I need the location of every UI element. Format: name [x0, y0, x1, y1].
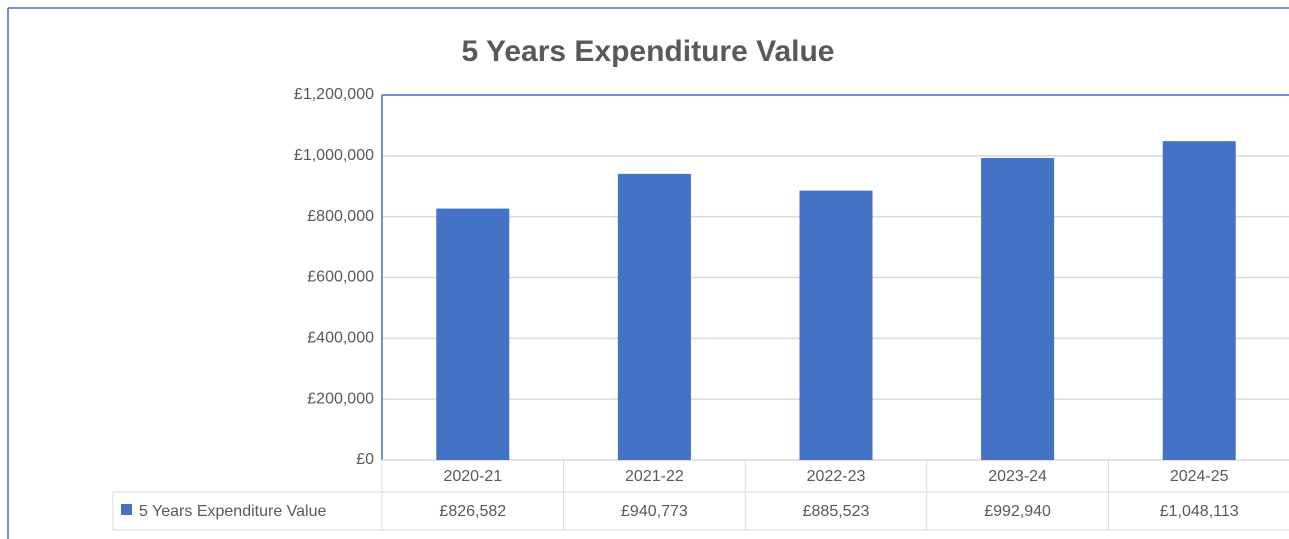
x-tick-label: 2024-25 — [1170, 468, 1229, 485]
bar — [436, 208, 510, 460]
x-tick-label: 2023-24 — [988, 468, 1047, 485]
legend-label: 5 Years Expenditure Value — [139, 503, 327, 520]
bar — [799, 190, 873, 460]
y-tick-label: £0 — [356, 451, 374, 468]
x-tick-label: 2020-21 — [443, 468, 502, 485]
y-tick-label: £1,000,000 — [294, 147, 374, 164]
bar — [1162, 141, 1236, 460]
legend-key — [121, 504, 132, 515]
x-tick-label: 2021-22 — [625, 468, 684, 485]
table-value: £1,048,113 — [1160, 503, 1239, 520]
y-tick-label: £800,000 — [307, 208, 374, 225]
bar — [981, 157, 1055, 460]
table-value: £885,523 — [803, 503, 870, 520]
chart-title: 5 Years Expenditure Value — [462, 35, 835, 68]
table-value: £826,582 — [439, 503, 506, 520]
x-tick-label: 2022-23 — [807, 468, 866, 485]
bar — [617, 173, 691, 460]
table-value: £992,940 — [984, 503, 1051, 520]
y-tick-label: £1,200,000 — [294, 86, 374, 103]
y-tick-label: £600,000 — [307, 269, 374, 286]
y-tick-label: £200,000 — [307, 390, 374, 407]
table-value: £940,773 — [621, 503, 688, 520]
y-tick-label: £400,000 — [307, 330, 374, 347]
